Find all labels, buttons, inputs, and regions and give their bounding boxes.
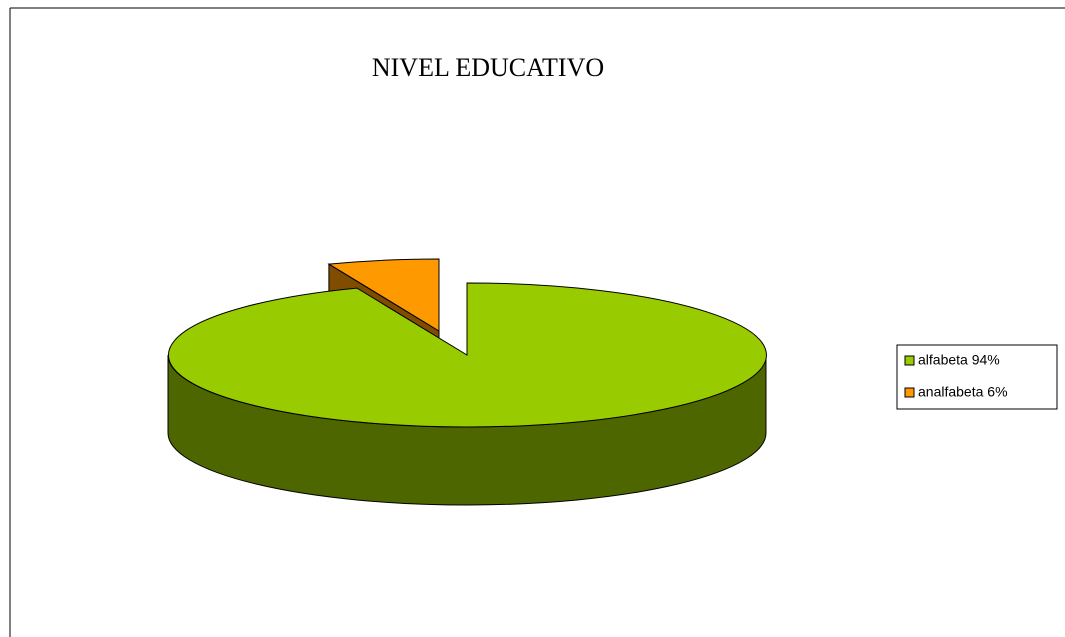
legend-box — [896, 344, 1058, 410]
slice — [327, 258, 440, 332]
chart-title: NIVEL EDUCATIVO — [372, 53, 604, 82]
legend-label: analfabeta 6% — [918, 384, 1008, 400]
legend-swatch — [904, 355, 915, 366]
slice — [167, 282, 767, 428]
legend-label: alfabeta 94% — [918, 352, 1000, 368]
legend-swatch — [904, 387, 915, 398]
